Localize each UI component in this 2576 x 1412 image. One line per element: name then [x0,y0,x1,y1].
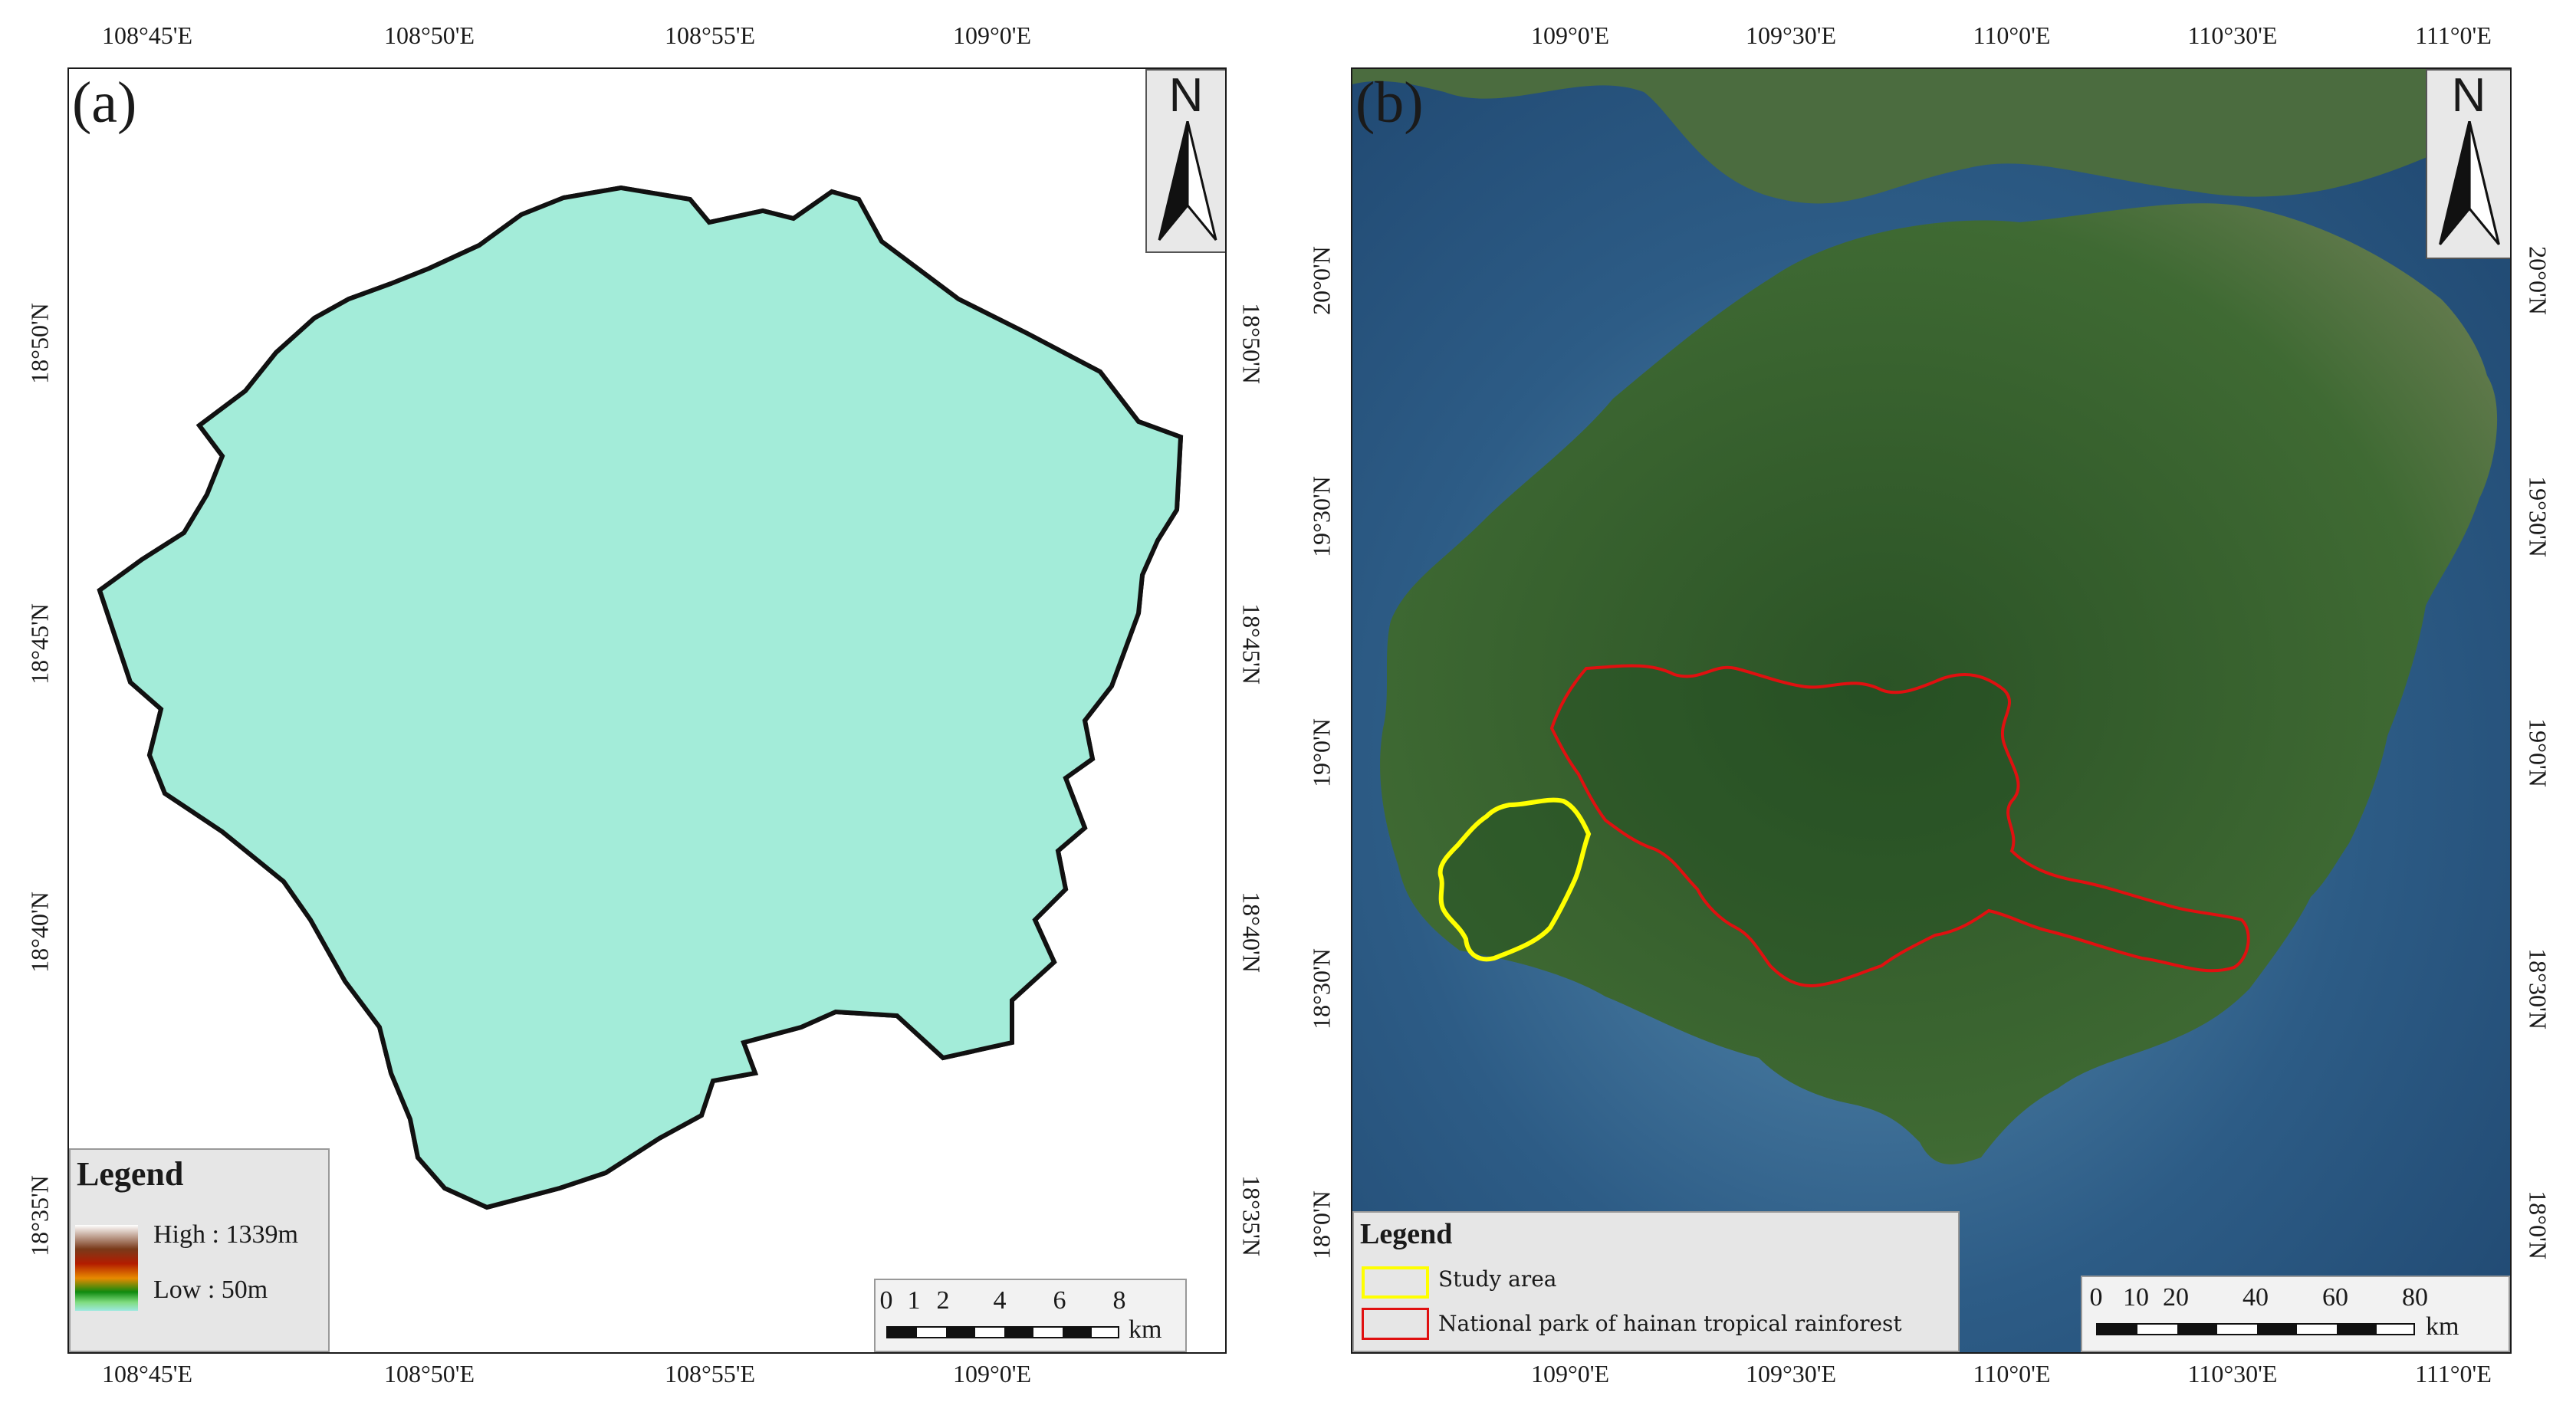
lat-tick-left: 18°45'N [25,603,54,685]
lon-tick-top: 109°0'E [952,21,1032,49]
dem-map-panel: (a) N Legend High : 1339m Low : 50m 0 1 … [67,67,1227,1354]
scale-label: 1 [907,1286,921,1315]
scale-label: 60 [2322,1283,2348,1312]
scale-bar-a: 0 1 2 4 6 8 km [874,1279,1187,1352]
lon-tick-bottom: 111°0'E [2415,1360,2492,1387]
north-arrow-a: N [1145,69,1225,253]
scale-label: 0 [879,1286,893,1315]
lat-tick-right: 18°40'N [1237,892,1266,973]
national-park-boundary [1549,664,2250,987]
lat-tick-left: 18°0'N [1307,1190,1336,1259]
lat-tick-left: 20°0'N [1307,246,1336,315]
mainland-coast [1352,69,2510,204]
lat-tick-left: 19°30'N [1307,476,1336,557]
legend-title: Legend [77,1155,184,1193]
lon-tick-top: 110°30'E [2187,21,2278,49]
hainan-island [1380,203,2498,1164]
scale-label: 2 [936,1286,950,1315]
dem-legend: Legend High : 1339m Low : 50m [69,1148,330,1352]
legend-title: Legend [1360,1218,1453,1250]
panel-b-label: (b) [1355,71,1424,135]
legend-low-label: Low : 50m [153,1276,268,1304]
legend-high-label: High : 1339m [153,1220,298,1249]
lat-tick-left: 18°40'N [25,892,54,973]
lon-tick-bottom: 109°0'E [1530,1360,1610,1387]
north-arrow-icon [2439,121,2500,245]
lon-tick-top: 109°30'E [1745,21,1837,49]
lon-tick-top: 108°55'E [664,21,756,49]
lon-tick-bottom: 108°50'E [383,1360,475,1387]
scale-label: 6 [1053,1286,1066,1315]
scale-label: 80 [2402,1283,2428,1312]
panel-a-label: (a) [72,71,137,135]
scale-bar-graphic [886,1326,1119,1338]
elevation-color-ramp [75,1225,138,1311]
lon-tick-top: 108°50'E [383,21,475,49]
scale-label: 10 [2123,1283,2149,1312]
national-park-swatch [1362,1308,1429,1340]
scale-label: 4 [993,1286,1007,1315]
lat-tick-right: 18°35'N [1237,1175,1266,1256]
lon-tick-top: 111°0'E [2415,21,2492,49]
lat-tick-left: 18°35'N [25,1175,54,1256]
park-legend: Legend Study area National park of haina… [1352,1211,1960,1352]
lat-tick-right: 18°45'N [1237,603,1266,685]
north-letter: N [2451,69,2486,122]
lon-tick-bottom: 108°45'E [101,1360,193,1387]
lat-tick-left: 19°0'N [1307,718,1336,787]
dem-map-canvas [97,185,1184,1210]
lat-tick-right: 19°0'N [2524,718,2552,787]
lon-tick-bottom: 109°30'E [1745,1360,1837,1387]
lon-tick-top: 109°0'E [1530,21,1610,49]
lon-tick-bottom: 110°30'E [2187,1360,2278,1387]
lon-tick-top: 108°45'E [101,21,193,49]
scale-label: 40 [2242,1283,2269,1312]
north-arrow-icon [1158,121,1217,241]
study-area-swatch [1362,1266,1429,1299]
lat-tick-left: 18°50'N [25,303,54,384]
lat-tick-right: 20°0'N [2524,246,2552,315]
legend-study-area-label: Study area [1438,1266,1557,1292]
lat-tick-left: 18°30'N [1307,948,1336,1029]
lon-tick-bottom: 109°0'E [952,1360,1032,1387]
lat-tick-right: 18°50'N [1237,303,1266,384]
lon-tick-bottom: 108°55'E [664,1360,756,1387]
scale-label: 0 [2089,1283,2103,1312]
scale-unit: km [2426,1312,2459,1341]
lat-tick-right: 18°30'N [2524,948,2552,1029]
satellite-map-panel: (b) N Legend Study area National park of… [1351,67,2512,1354]
study-area-dem [97,185,1184,1210]
north-arrow-b: N [2426,69,2510,259]
lat-tick-right: 19°30'N [2524,476,2552,557]
scale-bar-b: 0 10 20 40 60 80 km [2081,1276,2510,1352]
north-letter: N [1168,69,1204,122]
lat-tick-right: 18°0'N [2524,1190,2552,1259]
scale-label: 20 [2163,1283,2189,1312]
lon-tick-bottom: 110°0'E [1973,1360,2051,1387]
legend-national-park-label: National park of hainan tropical rainfor… [1438,1311,1902,1336]
study-area-boundary-yellow [1438,797,1592,962]
scale-unit: km [1129,1315,1162,1344]
scale-bar-graphic [2096,1323,2415,1335]
satellite-map-canvas [1352,69,2510,1352]
lon-tick-top: 110°0'E [1973,21,2051,49]
scale-label: 8 [1112,1286,1126,1315]
